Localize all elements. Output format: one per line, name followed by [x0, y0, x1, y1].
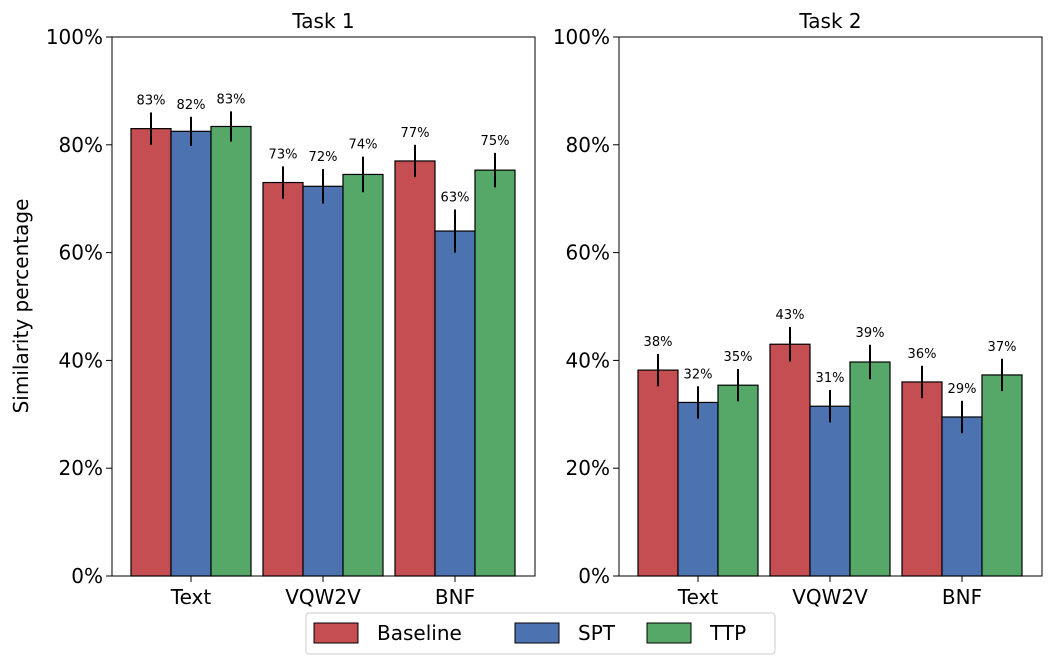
- data-label: 63%: [441, 190, 470, 205]
- x-tick-label: Text: [170, 585, 212, 609]
- y-tick-label: 80%: [59, 133, 103, 157]
- plot-frame: [111, 36, 536, 577]
- y-tick-label: 100%: [46, 25, 103, 49]
- bar: [342, 173, 384, 577]
- data-label: 72%: [309, 150, 338, 165]
- chart-title: Task 2: [798, 9, 861, 33]
- y-tick-label: 60%: [566, 241, 610, 265]
- x-tick-label: VQW2V: [285, 585, 361, 609]
- legend-swatch: [514, 622, 560, 644]
- legend: Baseline SPT TTP: [305, 612, 776, 655]
- bar: [677, 401, 719, 577]
- bar: [170, 130, 212, 577]
- legend-label: SPT: [578, 621, 616, 645]
- y-tick-label: 40%: [59, 348, 103, 372]
- data-label: 36%: [908, 347, 937, 362]
- data-label: 29%: [948, 382, 977, 397]
- legend-swatch: [313, 622, 359, 644]
- x-tick-label: BNF: [942, 585, 982, 609]
- bar: [717, 384, 759, 577]
- bar: [130, 128, 172, 577]
- data-label: 83%: [217, 92, 246, 107]
- data-label: 39%: [856, 326, 885, 341]
- data-label: 83%: [137, 93, 166, 108]
- data-label: 31%: [816, 371, 845, 386]
- bar: [769, 343, 811, 577]
- legend-label: TTP: [709, 621, 746, 645]
- y-tick-label: 60%: [59, 241, 103, 265]
- bar: [262, 181, 304, 577]
- y-tick-label: 80%: [566, 133, 610, 157]
- panel-task-2: Task 2 0% 20% 40% 60% 80% 100% Text 38% 32% 35% VQW…: [553, 9, 1043, 609]
- y-tick-label: 20%: [59, 456, 103, 480]
- bar: [981, 374, 1023, 577]
- bar: [637, 369, 679, 577]
- y-tick-label: 20%: [566, 456, 610, 480]
- y-tick-label: 40%: [566, 348, 610, 372]
- bar: [302, 185, 344, 577]
- x-tick-label: Text: [677, 585, 719, 609]
- data-label: 82%: [177, 98, 206, 113]
- x-tick-label: VQW2V: [792, 585, 868, 609]
- bar: [941, 416, 983, 577]
- bar: [434, 230, 476, 577]
- bar: [474, 169, 516, 577]
- data-label: 43%: [776, 308, 805, 323]
- chart-title: Task 1: [291, 9, 354, 33]
- bar: [809, 405, 851, 577]
- x-tick-label: BNF: [435, 585, 475, 609]
- y-tick-label: 100%: [553, 25, 610, 49]
- data-label: 32%: [684, 367, 713, 382]
- y-tick-label: 0%: [71, 564, 103, 588]
- legend-swatch: [646, 622, 692, 644]
- plot-frame: [618, 36, 1043, 577]
- data-label: 77%: [401, 126, 430, 141]
- y-axis-label: Similarity percentage: [9, 199, 33, 414]
- data-label: 73%: [269, 147, 298, 162]
- panel-task-1: Task 1 0% 20% 40% 60% 80% 100% Text 83% 82% 83% VQW…: [46, 9, 536, 609]
- bar: [901, 381, 943, 577]
- data-label: 38%: [644, 335, 673, 350]
- bar: [394, 160, 436, 577]
- bar: [849, 361, 891, 577]
- data-label: 74%: [349, 138, 378, 153]
- y-tick-label: 0%: [578, 564, 610, 588]
- data-label: 37%: [988, 340, 1017, 355]
- data-label: 35%: [724, 350, 753, 365]
- bar: [210, 125, 252, 577]
- data-label: 75%: [481, 134, 510, 149]
- legend-label: Baseline: [377, 621, 462, 645]
